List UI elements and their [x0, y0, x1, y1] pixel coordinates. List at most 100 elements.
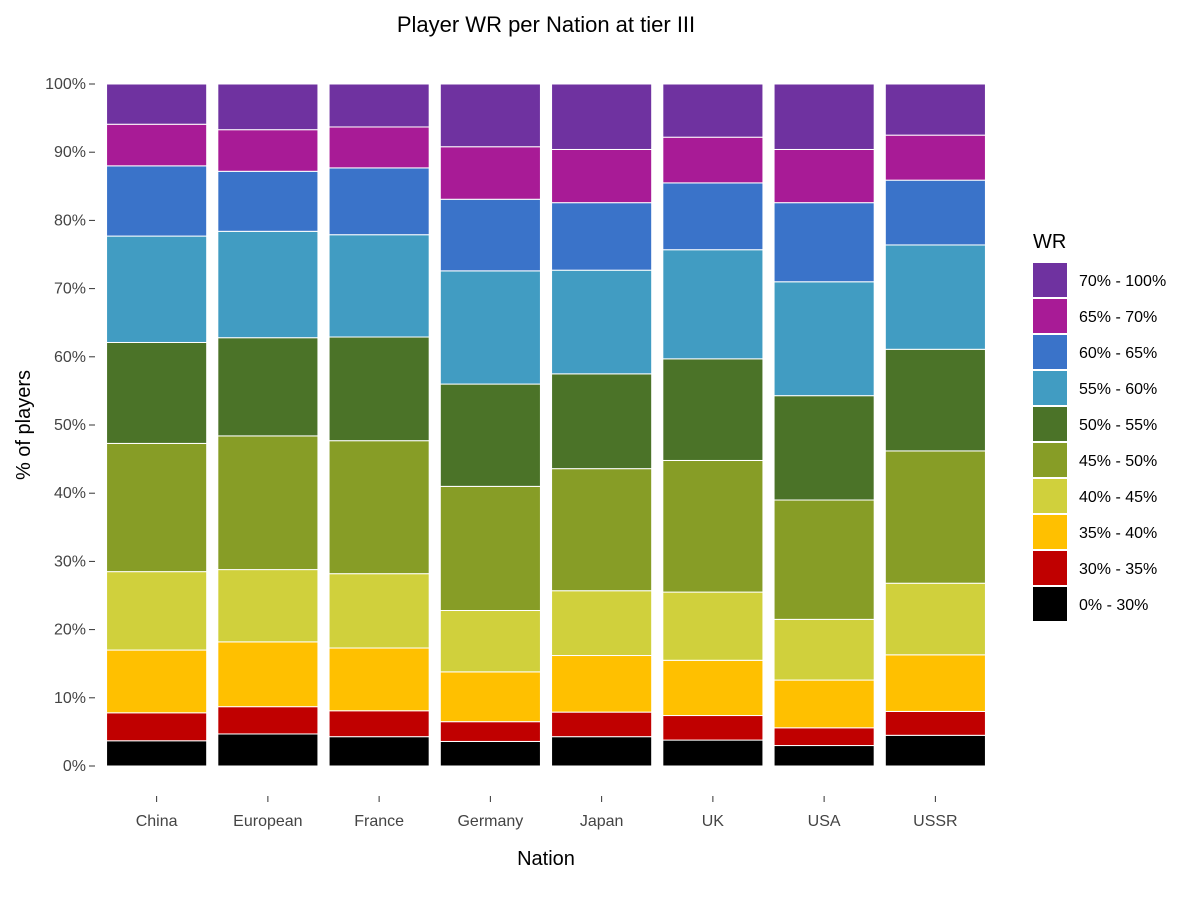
bar-segment — [773, 148, 875, 204]
bar-segment — [106, 83, 208, 125]
legend-label: 40% - 45% — [1079, 489, 1157, 506]
y-tick-label: 30% — [54, 553, 86, 570]
bar-segment — [439, 198, 541, 272]
legend-item: 0% - 30% — [1033, 587, 1148, 621]
bar-segment — [551, 655, 653, 713]
bar-segment — [106, 123, 208, 167]
bar-stack-usa — [773, 83, 875, 767]
y-tick-label: 40% — [54, 485, 86, 502]
bar-segment — [884, 582, 986, 656]
y-axis-title: % of players — [13, 370, 35, 480]
x-tick-label: USSR — [913, 813, 957, 830]
bar-segment — [439, 383, 541, 487]
bar-segment — [551, 468, 653, 592]
bar-segment — [551, 148, 653, 204]
bar-segment — [884, 244, 986, 350]
bar-segment — [773, 727, 875, 747]
x-tick-label: European — [233, 813, 302, 830]
y-tick-label: 90% — [54, 144, 86, 161]
y-tick-label: 10% — [54, 690, 86, 707]
legend-swatch — [1033, 587, 1067, 621]
x-axis-title: Nation — [517, 848, 575, 870]
bar-segment — [773, 395, 875, 501]
bar-segment — [773, 679, 875, 729]
bar-stack-france — [328, 83, 430, 767]
legend-swatch — [1033, 299, 1067, 333]
bar-segment — [439, 146, 541, 200]
bar-segment — [773, 202, 875, 283]
legend-item: 50% - 55% — [1033, 407, 1157, 441]
legend-label: 50% - 55% — [1079, 417, 1157, 434]
bar-segment — [328, 573, 430, 649]
x-tick-label: USA — [808, 813, 841, 830]
bar-segment — [328, 167, 430, 236]
bar-segment — [439, 270, 541, 385]
bar-segment — [662, 249, 764, 360]
bar-segment — [328, 83, 430, 128]
legend-swatch — [1033, 551, 1067, 585]
x-tick-label: France — [354, 813, 404, 830]
bar-segment — [773, 83, 875, 150]
bar-segment — [439, 740, 541, 767]
bar-segment — [439, 485, 541, 612]
bar-segment — [662, 591, 764, 661]
legend-swatch — [1033, 371, 1067, 405]
legend-item: 60% - 65% — [1033, 335, 1157, 369]
bar-segment — [217, 170, 319, 232]
bar-segment — [217, 83, 319, 131]
x-axis: China European France Germany Japan UK USA USSR — [136, 796, 958, 830]
bar-segment — [551, 373, 653, 470]
bar-segment — [217, 129, 319, 172]
bar-segment — [773, 499, 875, 620]
bar-segment — [773, 281, 875, 397]
bar-segment — [773, 618, 875, 681]
y-tick-label: 20% — [54, 622, 86, 639]
bar-segment — [884, 83, 986, 136]
bar-segment — [884, 654, 986, 712]
bar-segment — [662, 715, 764, 741]
bar-stack-ussr — [884, 83, 986, 767]
bar-segment — [328, 440, 430, 575]
bar-stack-japan — [551, 83, 653, 767]
bar-segment — [106, 740, 208, 767]
legend-label: 30% - 35% — [1079, 561, 1157, 578]
legend-item: 40% - 45% — [1033, 479, 1157, 513]
chart-title: Player WR per Nation at tier III — [397, 12, 695, 37]
bar-segment — [884, 450, 986, 584]
y-tick-label: 80% — [54, 212, 86, 229]
bar-segment — [328, 126, 430, 169]
legend-label: 60% - 65% — [1079, 345, 1157, 362]
legend-swatch — [1033, 443, 1067, 477]
bar-segment — [439, 610, 541, 673]
y-tick-label: 70% — [54, 281, 86, 298]
x-tick-label: Germany — [457, 813, 523, 830]
legend-item: 70% - 100% — [1033, 263, 1166, 297]
bar-segment — [328, 710, 430, 738]
bar-segment — [106, 442, 208, 573]
legend-swatch — [1033, 407, 1067, 441]
bar-segment — [217, 733, 319, 767]
bar-segment — [217, 230, 319, 339]
y-tick-label: 0% — [63, 758, 86, 775]
bar-segment — [217, 706, 319, 735]
bar-segment — [662, 358, 764, 461]
bar-segment — [217, 641, 319, 708]
bar-segment — [551, 711, 653, 738]
y-tick-label: 60% — [54, 349, 86, 366]
bar-segment — [217, 569, 319, 643]
bar-segment — [884, 348, 986, 452]
bar-segment — [662, 136, 764, 184]
legend-swatch — [1033, 335, 1067, 369]
bar-segment — [106, 712, 208, 742]
x-tick-label: China — [136, 813, 178, 830]
legend-swatch — [1033, 515, 1067, 549]
legend: WR 70% - 100% 65% - 70% 60% - 65% 55% - 60%… — [1033, 231, 1166, 621]
bar-segment — [439, 83, 541, 148]
bar-stack-european — [217, 83, 319, 767]
bar-segment — [106, 165, 208, 237]
bar-segment — [328, 234, 430, 338]
legend-label: 35% - 40% — [1079, 525, 1157, 542]
bar-segment — [217, 337, 319, 437]
bar-segment — [217, 435, 319, 571]
legend-item: 30% - 35% — [1033, 551, 1157, 585]
